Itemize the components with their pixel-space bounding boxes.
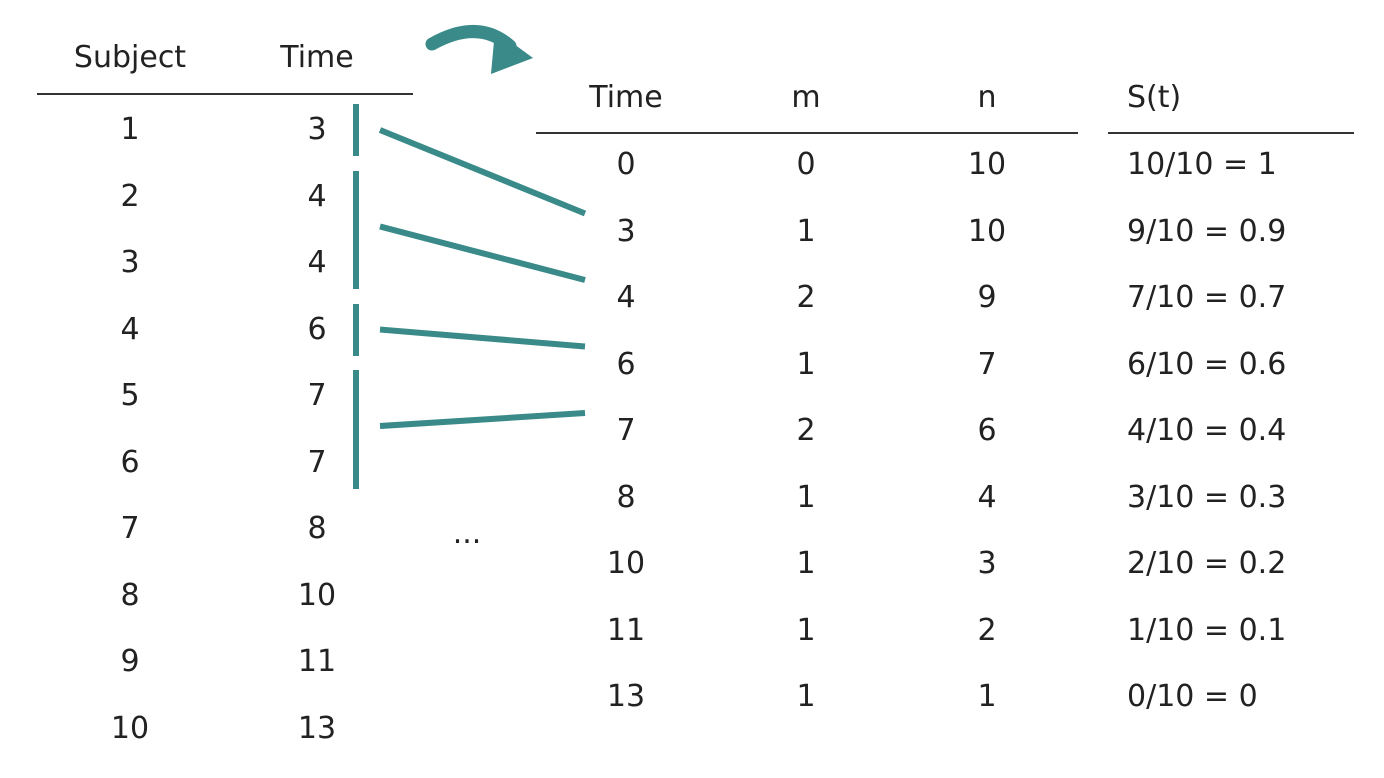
left-cell-time: 4 bbox=[307, 245, 327, 280]
left-cell-time: 10 bbox=[297, 577, 337, 613]
right-cell-n: 10 bbox=[967, 213, 1007, 249]
group-bracket bbox=[353, 303, 359, 356]
left-cell-time: 11 bbox=[297, 644, 337, 679]
left-cell-subject: 2 bbox=[120, 178, 140, 214]
left-cell-time: 6 bbox=[307, 311, 327, 347]
group-bracket bbox=[353, 370, 359, 489]
left-cell-subject: 8 bbox=[120, 577, 140, 613]
left-cell-subject: 3 bbox=[120, 245, 140, 280]
left-header-subject: Subject bbox=[73, 40, 187, 75]
left-cell-subject: 6 bbox=[120, 444, 140, 480]
right-cell-time: 11 bbox=[606, 612, 646, 648]
right-cell-n: 6 bbox=[977, 413, 997, 448]
right-header-time: Time bbox=[589, 80, 663, 115]
right-cell-time: 7 bbox=[616, 413, 636, 448]
right-cell-time: 6 bbox=[616, 346, 636, 382]
right-cell-m: 1 bbox=[796, 546, 816, 581]
group-bracket bbox=[353, 104, 359, 156]
connector-line bbox=[379, 223, 586, 283]
right-cell-n: 7 bbox=[977, 346, 997, 382]
right-cell-time: 8 bbox=[616, 479, 636, 515]
left-cell-subject: 10 bbox=[110, 710, 150, 746]
right-header-m: m bbox=[791, 80, 821, 115]
right-cell-n: 3 bbox=[977, 546, 997, 581]
right-cell-survival: 7/10 = 0.7 bbox=[1127, 280, 1287, 315]
left-cell-subject: 9 bbox=[120, 644, 140, 679]
left-cell-subject: 7 bbox=[120, 511, 140, 546]
left-cell-subject: 5 bbox=[120, 378, 140, 413]
ellipsis: ... bbox=[452, 516, 482, 551]
left-cell-time: 7 bbox=[307, 378, 327, 413]
right-cell-m: 1 bbox=[796, 612, 816, 648]
right-cell-time: 3 bbox=[616, 213, 636, 249]
right-cell-time: 4 bbox=[616, 280, 636, 315]
right-cell-m: 2 bbox=[796, 413, 816, 448]
group-bracket bbox=[353, 170, 359, 289]
right-cell-time: 10 bbox=[606, 546, 646, 581]
left-cell-time: 8 bbox=[307, 511, 327, 546]
right-cell-survival: 0/10 = 0 bbox=[1127, 679, 1258, 714]
right-cell-n: 2 bbox=[977, 612, 997, 648]
left-header-time: Time bbox=[280, 40, 354, 75]
right-cell-survival: 4/10 = 0.4 bbox=[1127, 413, 1287, 448]
right-cell-n: 10 bbox=[967, 147, 1007, 182]
left-table-rule bbox=[37, 93, 413, 95]
right-cell-survival: 9/10 = 0.9 bbox=[1127, 213, 1287, 249]
right-header-n: n bbox=[977, 80, 997, 115]
right-cell-time: 13 bbox=[606, 679, 646, 714]
connector-line bbox=[379, 410, 586, 429]
right-table-rule-survival bbox=[1108, 132, 1354, 134]
left-cell-time: 13 bbox=[297, 710, 337, 746]
right-cell-n: 9 bbox=[977, 280, 997, 315]
left-cell-time: 4 bbox=[307, 178, 327, 214]
right-cell-m: 1 bbox=[796, 213, 816, 249]
left-cell-time: 7 bbox=[307, 444, 327, 480]
right-cell-time: 0 bbox=[616, 147, 636, 182]
right-cell-survival: 2/10 = 0.2 bbox=[1127, 546, 1287, 581]
connector-line bbox=[378, 127, 587, 217]
left-cell-subject: 1 bbox=[120, 112, 140, 147]
right-table-rule-main bbox=[536, 132, 1078, 134]
right-cell-m: 0 bbox=[796, 147, 816, 182]
right-cell-survival: 1/10 = 0.1 bbox=[1127, 612, 1287, 648]
right-cell-n: 1 bbox=[977, 679, 997, 714]
right-cell-m: 1 bbox=[796, 679, 816, 714]
right-cell-survival: 6/10 = 0.6 bbox=[1127, 346, 1287, 382]
right-cell-survival: 10/10 = 1 bbox=[1127, 147, 1277, 182]
right-cell-m: 2 bbox=[796, 280, 816, 315]
left-cell-time: 3 bbox=[307, 112, 327, 147]
left-cell-subject: 4 bbox=[120, 311, 140, 347]
right-cell-m: 1 bbox=[796, 346, 816, 382]
right-cell-n: 4 bbox=[977, 479, 997, 515]
right-cell-m: 1 bbox=[796, 479, 816, 515]
right-header-survival: S(t) bbox=[1127, 80, 1182, 115]
connector-line bbox=[379, 326, 586, 350]
right-cell-survival: 3/10 = 0.3 bbox=[1127, 479, 1287, 515]
